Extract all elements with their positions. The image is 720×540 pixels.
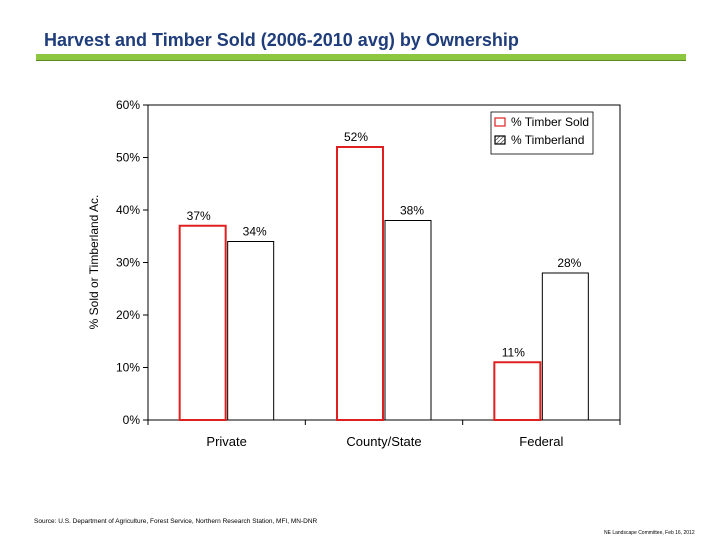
plot-area: 0% 10% 20% 30% 40% 50% 60% % Sold or Timberland… <box>87 98 621 449</box>
legend-label: % Timberland <box>511 133 584 147</box>
timberland-bar <box>541 272 589 421</box>
timber-sold-bar <box>178 224 227 421</box>
y-tick-label: 20% <box>116 308 140 322</box>
category-label: County/State <box>346 434 421 449</box>
data-label: 34% <box>243 225 267 239</box>
data-label: 38% <box>400 204 424 218</box>
category-label: Private <box>206 434 246 449</box>
timberland-bar <box>384 220 432 421</box>
y-tick-label: 40% <box>116 203 140 217</box>
y-tick-label: 0% <box>123 413 141 427</box>
data-label: 28% <box>557 256 581 270</box>
title-rule <box>36 54 686 61</box>
data-label: 37% <box>187 209 211 223</box>
legend-swatch-timberland <box>494 135 506 145</box>
data-label: 11% <box>502 345 525 359</box>
legend-swatch-timber-sold <box>494 117 506 127</box>
timber-sold-bar <box>336 146 384 421</box>
y-axis-label: % Sold or Timberland Ac. <box>87 195 101 330</box>
footer-note: NE Landscape Committee, Feb 16, 2012 <box>604 530 695 536</box>
timberland-bar <box>227 241 275 421</box>
category-label: Federal <box>519 434 563 449</box>
legend-box <box>490 111 594 155</box>
slide-title: Harvest and Timber Sold (2006-2010 avg) … <box>44 30 519 50</box>
legend-label: % Timber Sold <box>511 115 589 129</box>
source-note: Source: U.S. Department of Agriculture, … <box>34 518 318 525</box>
timber-sold-bar <box>493 361 542 421</box>
y-tick-label: 50% <box>116 151 140 165</box>
data-label: 52% <box>344 130 368 144</box>
y-tick-label: 10% <box>116 361 140 375</box>
y-tick-label: 60% <box>116 98 140 112</box>
y-tick-label: 30% <box>116 256 140 270</box>
